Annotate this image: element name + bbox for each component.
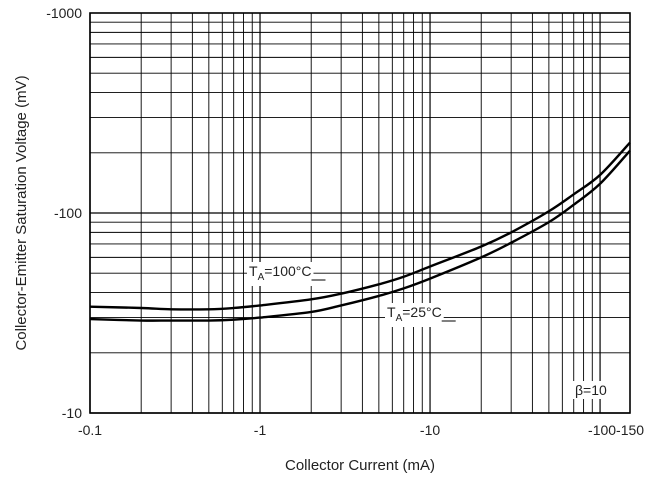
series-label-ta-100-text: TA=100°C — [249, 263, 311, 283]
series-label-ta-100: TA=100°C — [247, 262, 326, 286]
series-label-ta-25-bg — [385, 303, 444, 327]
series-line-1 — [89, 149, 631, 322]
beta-annotation-bg — [573, 381, 610, 399]
y-tick-label: -100 — [54, 205, 82, 221]
series-label-ta-100-bg — [247, 262, 314, 286]
x-tick-label: -10 — [420, 422, 440, 438]
beta-annotation-text: β=10 — [575, 382, 607, 398]
y-axis-label: Collector-Emitter Saturation Voltage (mV… — [13, 75, 30, 350]
plot-frame — [89, 12, 631, 414]
grid-lines — [89, 13, 630, 414]
x-tick-labels: -0.1 -1 -10 -100-150 — [78, 422, 644, 438]
series-line-0 — [89, 141, 631, 311]
x-axis-label: Collector Current (mA) — [285, 457, 435, 474]
x-tick-label: -100-150 — [588, 422, 644, 438]
series-label-ta-25-text: TA=25°C — [387, 304, 442, 324]
y-tick-labels: -1000 -100 -10 — [46, 5, 82, 421]
y-tick-label: -10 — [62, 405, 82, 421]
y-tick-label: -1000 — [46, 5, 82, 21]
x-tick-label: -1 — [254, 422, 267, 438]
series-layer — [89, 141, 631, 322]
beta-annotation: β=10 — [573, 381, 610, 399]
x-tick-label: -0.1 — [78, 422, 102, 438]
series-label-ta-25: TA=25°C — [385, 303, 456, 327]
